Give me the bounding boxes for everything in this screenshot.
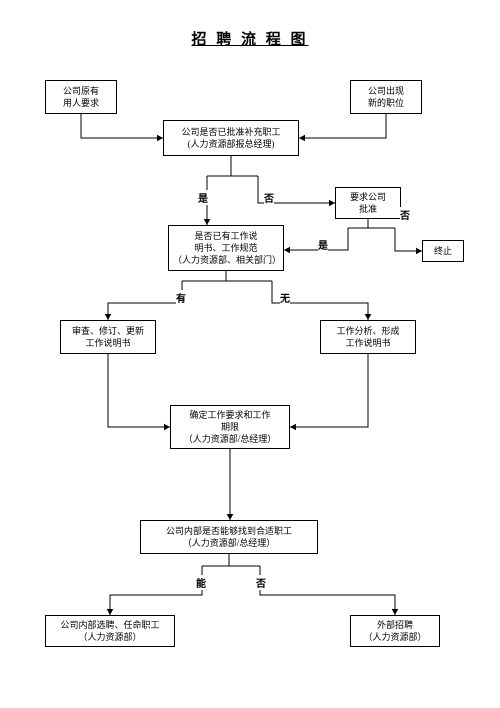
node-line: 公司内部选聘、任命职工 — [60, 619, 159, 631]
label-l_can: 能 — [196, 575, 206, 590]
label-l_have: 有 — [176, 290, 186, 305]
arrowhead-1 — [299, 135, 305, 142]
edge-12 — [108, 281, 182, 320]
node-line: 要求公司 — [350, 191, 386, 203]
edge-1 — [299, 114, 386, 138]
node-n_newpos: 公司出现新的职位 — [350, 80, 422, 114]
node-line: (人力资源部报总经理) — [188, 138, 275, 150]
node-n_internal: 公司内部是否能够找到合适职工（人力资源部/总经理） — [140, 520, 318, 554]
label-l_yes2: 是 — [318, 237, 328, 252]
node-line: 是否已有工作说 — [194, 230, 257, 242]
node-n_stop: 终止 — [422, 240, 464, 262]
node-line: 公司出现 — [368, 85, 404, 97]
node-line: 确定工作要求和工作 — [189, 409, 270, 421]
node-n_approve: 公司是否已批准补充职工(人力资源部报总经理) — [163, 120, 299, 156]
edge-20 — [260, 566, 395, 615]
node-line: 公司内部是否能够找到合适职工 — [166, 525, 292, 537]
label-l_yes1: 是 — [198, 190, 208, 205]
node-n_hasspec: 是否已有工作说明书、工作规范（人力资源部、相关部门） — [168, 225, 284, 271]
label-l_not: 否 — [256, 575, 266, 590]
node-line: （人力资源部） — [363, 631, 426, 643]
node-n_extrec: 外部招聘（人力资源部） — [350, 615, 440, 647]
node-line: 工作说明书 — [85, 337, 130, 349]
node-line: 用人要求 — [63, 97, 99, 109]
node-line: 工作分析、形成 — [336, 325, 399, 337]
edge-9 — [395, 228, 422, 251]
node-line: 期限 — [221, 421, 239, 433]
node-n_review: 审查、修订、更新工作说明书 — [60, 320, 156, 354]
node-line: （人力资源部/总经理） — [184, 433, 277, 445]
edge-0 — [81, 114, 163, 138]
arrowhead-15 — [290, 424, 296, 431]
node-line: 公司原有 — [63, 85, 99, 97]
node-line: 审查、修订、更新 — [72, 325, 144, 337]
node-line: （人力资源部、相关部门） — [173, 254, 279, 266]
label-l_none: 无 — [280, 290, 290, 305]
node-n_exist: 公司原有用人要求 — [45, 80, 117, 114]
label-l_no2: 否 — [400, 207, 410, 222]
flowchart-page: 招 聘 流 程 图 公司原有用人要求 公司出现新的职位公司是否已批准补充职工(人力… — [0, 0, 500, 708]
arrowhead-8 — [284, 247, 290, 254]
node-line: 公司是否已批准补充职工 — [181, 126, 280, 138]
edge-8 — [284, 228, 348, 250]
node-line: （人力资源部/总经理） — [183, 537, 276, 549]
node-line: 终止 — [434, 245, 452, 257]
node-n_reqappr: 要求公司批准 — [335, 187, 401, 219]
node-line: 外部招聘 — [377, 619, 413, 631]
edge-14 — [108, 354, 170, 427]
node-n_analyze: 工作分析、形成工作说明书 — [320, 320, 416, 354]
label-l_no1: 否 — [264, 190, 274, 205]
node-line: 工作说明书 — [345, 337, 390, 349]
node-line: 明书、工作规范 — [194, 242, 257, 254]
page-title: 招 聘 流 程 图 — [0, 28, 500, 49]
node-line: 批准 — [359, 203, 377, 215]
node-line: （人力资源部） — [78, 631, 141, 643]
edge-19 — [110, 566, 202, 615]
edge-15 — [290, 354, 368, 427]
node-line: 新的职位 — [368, 97, 404, 109]
node-n_insel: 公司内部选聘、任命职工（人力资源部） — [45, 615, 175, 647]
node-n_define: 确定工作要求和工作期限（人力资源部/总经理） — [170, 405, 290, 449]
